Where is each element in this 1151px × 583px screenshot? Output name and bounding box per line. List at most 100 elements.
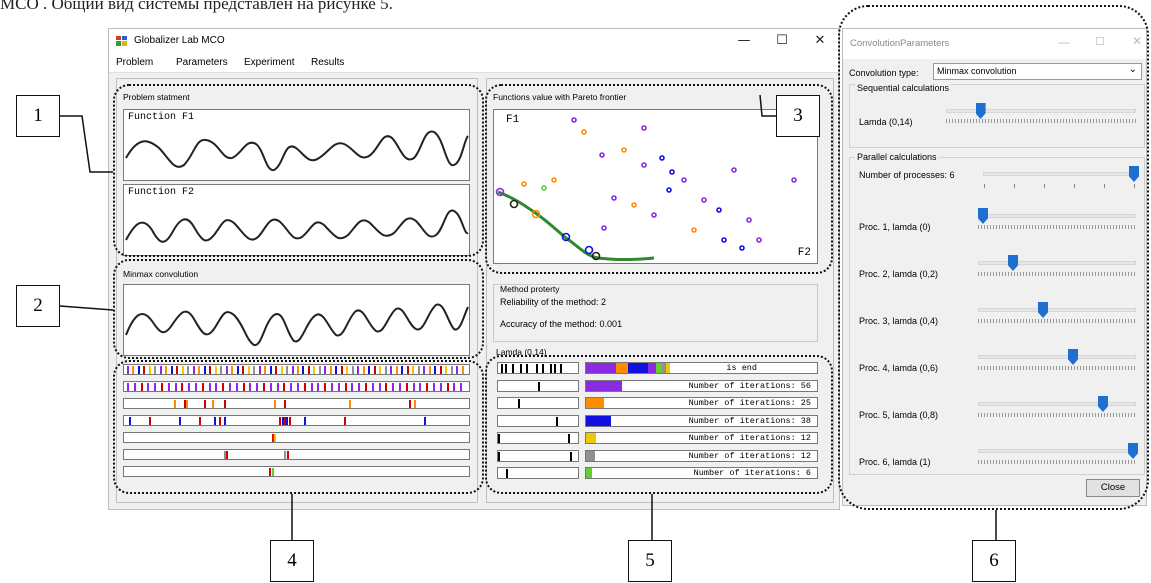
strip-marker xyxy=(202,383,204,391)
chevron-down-icon: ⌄ xyxy=(1128,64,1137,75)
callout-6: 6 xyxy=(972,540,1016,582)
processes-tick xyxy=(1134,184,1135,188)
iteration-row: Number of iterations: 38 xyxy=(585,414,818,427)
region-6-outline xyxy=(838,5,1149,510)
strip-marker xyxy=(396,366,398,374)
progress-strip xyxy=(123,398,470,409)
problem-group-label: Problem statment xyxy=(123,92,190,102)
processes-tick xyxy=(984,184,985,188)
strip-marker xyxy=(149,366,151,374)
strip-marker xyxy=(272,468,274,476)
strip-marker xyxy=(243,383,245,391)
seq-lamda-label: Lamda (0,14) xyxy=(859,117,913,127)
strip-marker xyxy=(412,366,414,374)
proc-lamda-label: Proc. 6, lamda (1) xyxy=(859,457,931,467)
strip-marker xyxy=(462,366,464,374)
conv-type-label: Convolution type: xyxy=(849,68,919,78)
proc-lamda-label: Proc. 5, lamda (0,8) xyxy=(859,410,939,420)
convolution-window: ConvolutionParameters — ☐ ✕ Convolution … xyxy=(842,28,1147,506)
processes-thumb[interactable] xyxy=(1129,166,1139,182)
close-icon[interactable]: ✕ xyxy=(814,33,826,48)
strip-marker xyxy=(349,400,351,408)
page-caption: МСО . Общий вид системы представлен на р… xyxy=(0,0,393,13)
strip-marker xyxy=(338,383,340,391)
convolution-group-label: Minmax convolution xyxy=(123,269,199,279)
strip-marker xyxy=(413,383,415,391)
strip-marker xyxy=(193,366,195,374)
proc-lamda-thumb[interactable] xyxy=(1068,349,1078,365)
callout-5: 5 xyxy=(628,540,672,582)
strip-marker xyxy=(308,366,310,374)
end-segment xyxy=(648,363,656,373)
strip-marker xyxy=(346,366,348,374)
process-position-bar xyxy=(497,414,579,427)
proc-lamda-track[interactable] xyxy=(978,355,1136,359)
seq-lamda-thumb[interactable] xyxy=(975,103,986,119)
menu-parameters[interactable]: Parameters xyxy=(176,57,228,68)
strip-marker xyxy=(297,366,299,374)
region-1-outline xyxy=(113,84,484,257)
proc-lamda-thumb[interactable] xyxy=(1128,443,1138,459)
strip-marker xyxy=(456,366,458,374)
strip-marker xyxy=(406,383,408,391)
strip-marker xyxy=(264,366,266,374)
strip-marker xyxy=(242,366,244,374)
strip-marker xyxy=(209,383,211,391)
strip-marker xyxy=(283,383,285,391)
strip-marker xyxy=(226,366,228,374)
strip-marker xyxy=(302,366,304,374)
proc-lamda-track[interactable] xyxy=(978,402,1136,406)
end-segment xyxy=(666,363,670,373)
strip-marker xyxy=(419,383,421,391)
strip-marker xyxy=(274,434,276,442)
strip-marker xyxy=(284,417,286,425)
proc-lamda-thumb[interactable] xyxy=(1098,396,1108,412)
menu-results[interactable]: Results xyxy=(311,57,345,68)
pareto-f2-label: F2 xyxy=(797,247,811,259)
strip-marker xyxy=(324,383,326,391)
proc-lamda-thumb[interactable] xyxy=(978,208,988,224)
position-marker xyxy=(506,469,508,478)
maximize-icon[interactable]: ☐ xyxy=(776,33,788,48)
strip-marker xyxy=(143,366,145,374)
region-5-outline xyxy=(485,355,833,494)
strip-marker xyxy=(440,383,442,391)
menu-experiment[interactable]: Experiment xyxy=(244,57,295,68)
progress-strip xyxy=(123,449,470,460)
menu-problem[interactable]: Problem xyxy=(116,57,154,68)
conv-type-value: Minmax convolution xyxy=(937,66,1017,76)
conv-type-select[interactable]: Minmax convolution ⌄ xyxy=(933,63,1142,80)
callout-1: 1 xyxy=(16,95,60,137)
strip-marker xyxy=(379,383,381,391)
strip-marker xyxy=(409,400,411,408)
proc-lamda-ticks xyxy=(978,272,1136,276)
strip-marker xyxy=(154,366,156,374)
conv-maximize-icon[interactable]: ☐ xyxy=(1095,36,1105,48)
strip-marker xyxy=(284,451,286,459)
strip-marker xyxy=(392,383,394,391)
conv-minimize-icon[interactable]: — xyxy=(1058,35,1070,49)
minimize-icon[interactable]: — xyxy=(737,33,751,48)
pareto-f1-label: F1 xyxy=(506,114,520,126)
strip-marker xyxy=(335,366,337,374)
proc-lamda-ticks xyxy=(978,366,1136,370)
progress-strip xyxy=(123,432,470,443)
strip-marker xyxy=(214,417,216,425)
strip-marker xyxy=(423,366,425,374)
iteration-count-label: Number of iterations: 12 xyxy=(688,433,811,443)
strip-marker xyxy=(274,400,276,408)
proc-lamda-track[interactable] xyxy=(978,261,1136,265)
proc-lamda-thumb[interactable] xyxy=(1038,302,1048,318)
strip-marker xyxy=(365,383,367,391)
conv-close-icon[interactable]: ✕ xyxy=(1132,34,1143,48)
strip-marker xyxy=(198,366,200,374)
strip-marker xyxy=(390,366,392,374)
strip-marker xyxy=(248,366,250,374)
strip-marker xyxy=(401,366,403,374)
strip-marker xyxy=(414,400,416,408)
seq-lamda-track[interactable] xyxy=(946,109,1136,113)
strip-marker xyxy=(209,366,211,374)
iteration-count-label: Number of iterations: 25 xyxy=(688,398,811,408)
proc-lamda-track[interactable] xyxy=(978,308,1136,312)
proc-lamda-thumb[interactable] xyxy=(1008,255,1018,271)
